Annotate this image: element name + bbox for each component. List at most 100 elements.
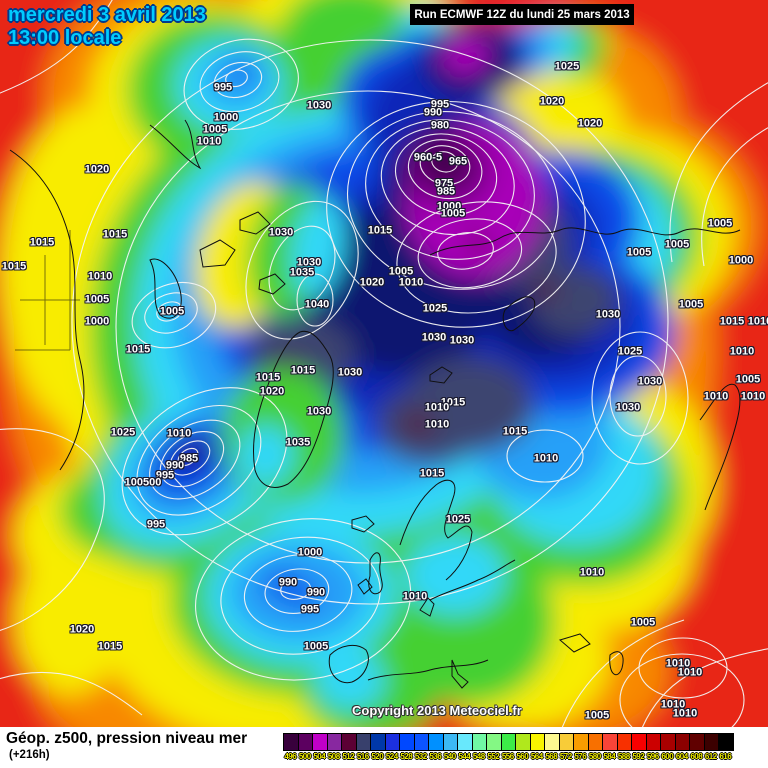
pressure-label: 1010 [703, 390, 729, 403]
scale-color-cell [704, 734, 719, 750]
pressure-label: 1030 [306, 99, 332, 112]
pressure-label: 965 [448, 155, 468, 168]
pressure-label: 980 [430, 119, 450, 132]
scale-value: 564 [530, 752, 543, 761]
pressure-label: 1025 [110, 426, 136, 439]
map-title: Géop. z500, pression niveau mer [6, 730, 248, 747]
pressure-label: 1030 [306, 405, 332, 418]
pressure-label: 1005 [202, 123, 228, 136]
pressure-label: 1020 [539, 95, 565, 108]
scale-color-cell [617, 734, 632, 750]
scale-color-cell [530, 734, 545, 750]
pressure-label: 1020 [84, 163, 110, 176]
pressure-label: 1010 [402, 590, 428, 603]
scale-value: 532 [414, 752, 427, 761]
pressure-label: 1005 [303, 640, 329, 653]
scale-value: 536 [429, 752, 442, 761]
scale-color-cell [559, 734, 574, 750]
pressure-label: 1030 [268, 226, 294, 239]
pressure-label: 960-5 [413, 151, 443, 164]
pressure-label: 1005 [707, 217, 733, 230]
pressure-label: 995 [430, 98, 450, 111]
pressure-label: 1010 [166, 427, 192, 440]
pressure-label: 1005 [388, 265, 414, 278]
pressure-label: 1015 [125, 343, 151, 356]
scale-value: 568 [545, 752, 558, 761]
pressure-label: 1010 [533, 452, 559, 465]
pressure-label: 1020 [259, 385, 285, 398]
scale-value: 580 [588, 752, 601, 761]
pressure-label: 100500 [124, 476, 162, 489]
scale-value: 588 [617, 752, 630, 761]
pressure-label: 1015 [97, 640, 123, 653]
pressure-label: 1015 [255, 371, 281, 384]
scale-value: 596 [646, 752, 659, 761]
pressure-label: 1015 [29, 236, 55, 249]
pressure-label: 1005 [626, 246, 652, 259]
date-block: mercredi 3 avril 2013 13:00 locale [8, 4, 206, 50]
pressure-label: 1000 [213, 111, 239, 124]
pressure-label: 1010 [747, 315, 768, 328]
pressure-label: 995 [155, 469, 175, 482]
pressure-label: 975 [434, 177, 454, 190]
pressure-label: 1005 [84, 293, 110, 306]
pressure-label: 1005 [630, 616, 656, 629]
scale-color-cell [690, 734, 705, 750]
scale-color-cell [501, 734, 516, 750]
pressure-label: 990 [278, 576, 298, 589]
coastlines [9, 119, 741, 689]
scale-color-cell [284, 734, 299, 750]
scale-value: 504 [313, 752, 326, 761]
scale-value: 604 [675, 752, 688, 761]
pressure-label: 1010 [424, 418, 450, 431]
scale-color-cell [458, 734, 473, 750]
scale-value: 572 [559, 752, 572, 761]
pressure-label: 1025 [554, 60, 580, 73]
pressure-label: 1025 [445, 513, 471, 526]
scale-color-cell [327, 734, 342, 750]
pressure-label: 1000 [728, 254, 754, 267]
scale-value: 512 [342, 752, 355, 761]
pressure-label: 1005 [664, 238, 690, 251]
pressure-label: 1030 [421, 331, 447, 344]
pressure-label: 1005 [159, 305, 185, 318]
pressure-label: 1010 [579, 566, 605, 579]
local-time-line: 13:00 locale [8, 27, 122, 49]
scale-value: 600 [661, 752, 674, 761]
pressure-label: 1020 [577, 117, 603, 130]
pressure-label: 1010 [424, 401, 450, 414]
pressure-label: 990 [306, 586, 326, 599]
scale-value: 520 [371, 752, 384, 761]
scale-value: 516 [356, 752, 369, 761]
pressure-label: 1005 [584, 709, 610, 722]
scale-value: 584 [603, 752, 616, 761]
scale-color-cell [646, 734, 661, 750]
pressure-label: 1010 [196, 135, 222, 148]
scale-color-cell [588, 734, 603, 750]
pressure-label: 1015 [1, 260, 27, 273]
pressure-label: 1030 [615, 401, 641, 414]
pressure-label: 985 [179, 452, 199, 465]
scale-value: 500 [298, 752, 311, 761]
pressure-label: 1025 [617, 345, 643, 358]
scale-value: 524 [385, 752, 398, 761]
pressure-label: 1015 [440, 396, 466, 409]
scale-value: 556 [501, 752, 514, 761]
pressure-label: 1030 [337, 366, 363, 379]
pressure-label: 995 [146, 518, 166, 531]
scale-color-cell [342, 734, 357, 750]
scale-color-cell [313, 734, 328, 750]
scale-color-cell [298, 734, 313, 750]
pressure-label: 1030 [637, 375, 663, 388]
pressure-label: 1005 [735, 373, 761, 386]
scale-value: 540 [443, 752, 456, 761]
scale-color-cell [472, 734, 487, 750]
pressure-label: 995 [300, 603, 320, 616]
pressure-label: 1010 [398, 276, 424, 289]
pressure-label: 990 [423, 106, 443, 119]
pressure-label: 995 [213, 81, 233, 94]
legend-footer: Géop. z500, pression niveau mer (+216h) … [0, 727, 768, 768]
scale-value: 496 [284, 752, 297, 761]
scale-value: 612 [704, 752, 717, 761]
